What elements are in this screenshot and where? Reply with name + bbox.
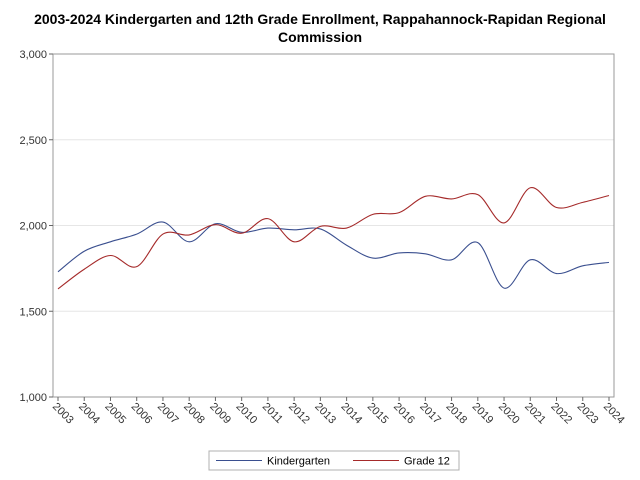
x-tick-label: 2005 [102,401,128,427]
chart-title-line-2: Commission [278,29,362,45]
y-tick-label: 2,500 [19,135,47,147]
y-tick-label: 2,000 [19,221,47,233]
x-tick-label: 2023 [575,401,601,427]
series-lines [57,187,610,290]
x-tick-label: 2006 [129,401,155,427]
series-line-kindergarten [57,221,610,289]
x-tick-label: 2003 [50,401,76,427]
chart-title-line-1: 2003-2024 Kindergarten and 12th Grade En… [34,11,606,27]
x-tick-label: 2019 [470,401,496,427]
x-tick-label: 2022 [548,401,574,427]
x-axis: 2003 2004 2005 2006 2007 2008 2009 2010 2011 2012… [50,397,627,426]
x-tick-label: 2018 [443,401,469,427]
x-tick-label: 2021 [522,401,548,427]
legend-box [208,450,460,471]
y-tick-label: 1,500 [19,306,47,318]
x-tick-label: 2011 [260,401,285,426]
x-tick-label: 2012 [286,401,312,427]
x-tick-label: 2016 [391,401,417,427]
legend-label-kindergarten: Kindergarten [267,456,330,468]
x-tick-label: 2015 [365,401,391,427]
x-tick-label: 2020 [496,401,522,427]
legend: Kindergarten Grade 12 [208,450,460,471]
x-tick-label: 2024 [601,401,627,427]
y-axis: 1,000 1,500 2,000 2,500 3,000 [19,49,53,404]
gridlines [53,139,614,312]
x-tick-label: 2008 [181,401,207,427]
x-tick-label: 2013 [312,401,338,427]
x-tick-label: 2009 [207,401,233,427]
y-tick-label: 1,000 [19,392,47,404]
legend-label-grade-12: Grade 12 [404,456,450,468]
y-tick-label: 3,000 [19,49,47,61]
series-line-grade-12 [57,187,610,290]
x-tick-label: 2014 [338,401,364,427]
x-tick-label: 2004 [76,401,102,427]
x-tick-label: 2007 [155,401,181,427]
x-tick-label: 2010 [234,401,260,427]
x-tick-label: 2017 [417,401,443,427]
